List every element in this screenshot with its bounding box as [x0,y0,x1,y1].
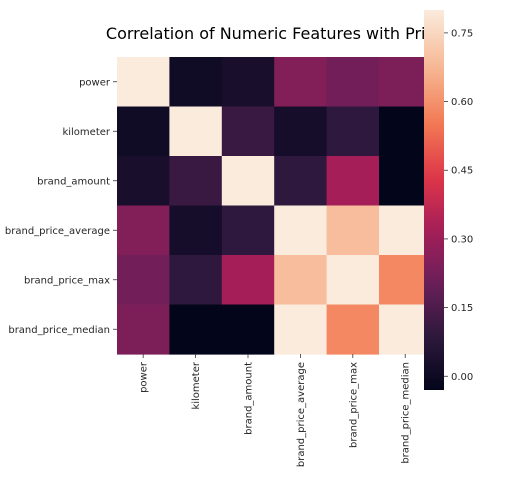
colorbar-tick-label: 0.30 [451,234,473,245]
x-tick-label: brand_amount [244,362,255,435]
heatmap-cell-brand_price_median-brand_price_average [274,304,328,355]
heatmap-cell-brand_price_average-brand_price_average [274,205,328,256]
heatmap-cell-brand_amount-brand_price_max [326,156,380,207]
colorbar-tick-label: 0.45 [451,166,473,177]
heatmap-cell-kilometer-kilometer [169,106,223,157]
colorbar-tick-label: 0.15 [451,303,473,314]
x-tick-label: kilometer [191,361,202,409]
heatmap-cell-brand_amount-brand_price_median [379,156,432,207]
heatmap-cell-brand_amount-brand_amount [221,156,275,207]
heatmap-cell-brand_price_median-power [117,304,170,355]
heatmap-cell-kilometer-brand_price_max [326,106,380,157]
heatmap-cell-kilometer-brand_price_average [274,106,328,157]
colorbar-ticks: 0.00 0.15 0.30 0.45 0.60 0.75 [444,28,473,383]
heatmap-cell-power-brand_amount [221,57,275,108]
heatmap-cell-kilometer-brand_price_median [379,106,432,157]
x-tick-label: power [139,361,150,393]
heatmap-cell-brand_price_max-brand_amount [221,255,275,306]
heatmap-cell-brand_price_max-brand_price_median [379,255,432,306]
heatmap-cell-brand_price_median-brand_amount [221,304,275,355]
heatmap-cell-brand_price_max-kilometer [169,255,223,306]
y-tick-label: brand_price_max [24,275,110,286]
heatmap-cell-brand_price_average-kilometer [169,205,223,256]
heatmap-cell-brand_amount-kilometer [169,156,223,207]
heatmap-cell-power-brand_price_average [274,57,328,108]
y-tick-label: power [79,77,111,88]
heatmap-cell-brand_amount-brand_price_average [274,156,328,207]
y-tick-label: brand_amount [37,176,110,187]
colorbar-tick-label: 0.75 [451,28,473,39]
colorbar-tick-label: 0.00 [451,372,473,383]
heatmap-cell-kilometer-power [117,106,170,157]
y-tick-label: brand_price_average [5,226,110,237]
x-tick-label: brand_price_average [296,362,307,467]
x-tick-label: brand_price_max [348,362,359,448]
x-tick-label: brand_price_median [401,362,412,464]
heatmap-cell-power-kilometer [169,57,223,108]
heatmap-cells [117,57,432,355]
heatmap-cell-power-brand_price_median [379,57,432,108]
heatmap-cell-brand_price_average-power [117,205,170,256]
colorbar [424,10,444,390]
heatmap-cell-brand_price_max-power [117,255,170,306]
heatmap-cell-brand_price_median-brand_price_median [379,304,432,355]
heatmap-cell-brand_price_average-brand_price_max [326,205,380,256]
heatmap-cell-kilometer-brand_amount [221,106,275,157]
heatmap-cell-power-brand_price_max [326,57,380,108]
chart-title: Correlation of Numeric Features with Pri… [106,24,444,43]
heatmap-cell-brand_amount-power [117,156,170,207]
y-tick-label: kilometer [62,127,110,138]
heatmap-cell-brand_price_max-brand_price_max [326,255,380,306]
heatmap-cell-brand_price_max-brand_price_average [274,255,328,306]
x-tick-labels: power kilometer brand_amount brand_price_av… [139,354,412,467]
heatmap-cell-brand_price_median-kilometer [169,304,223,355]
heatmap-cell-brand_price_median-brand_price_max [326,304,380,355]
y-tick-label: brand_price_median [8,325,110,336]
y-tick-labels: power kilometer brand_amount brand_price_av… [5,77,117,336]
heatmap-cell-brand_price_average-brand_price_median [379,205,432,256]
heatmap-cell-power-power [117,57,170,108]
colorbar-tick-label: 0.60 [451,97,473,108]
heatmap-cell-brand_price_average-brand_amount [221,205,275,256]
